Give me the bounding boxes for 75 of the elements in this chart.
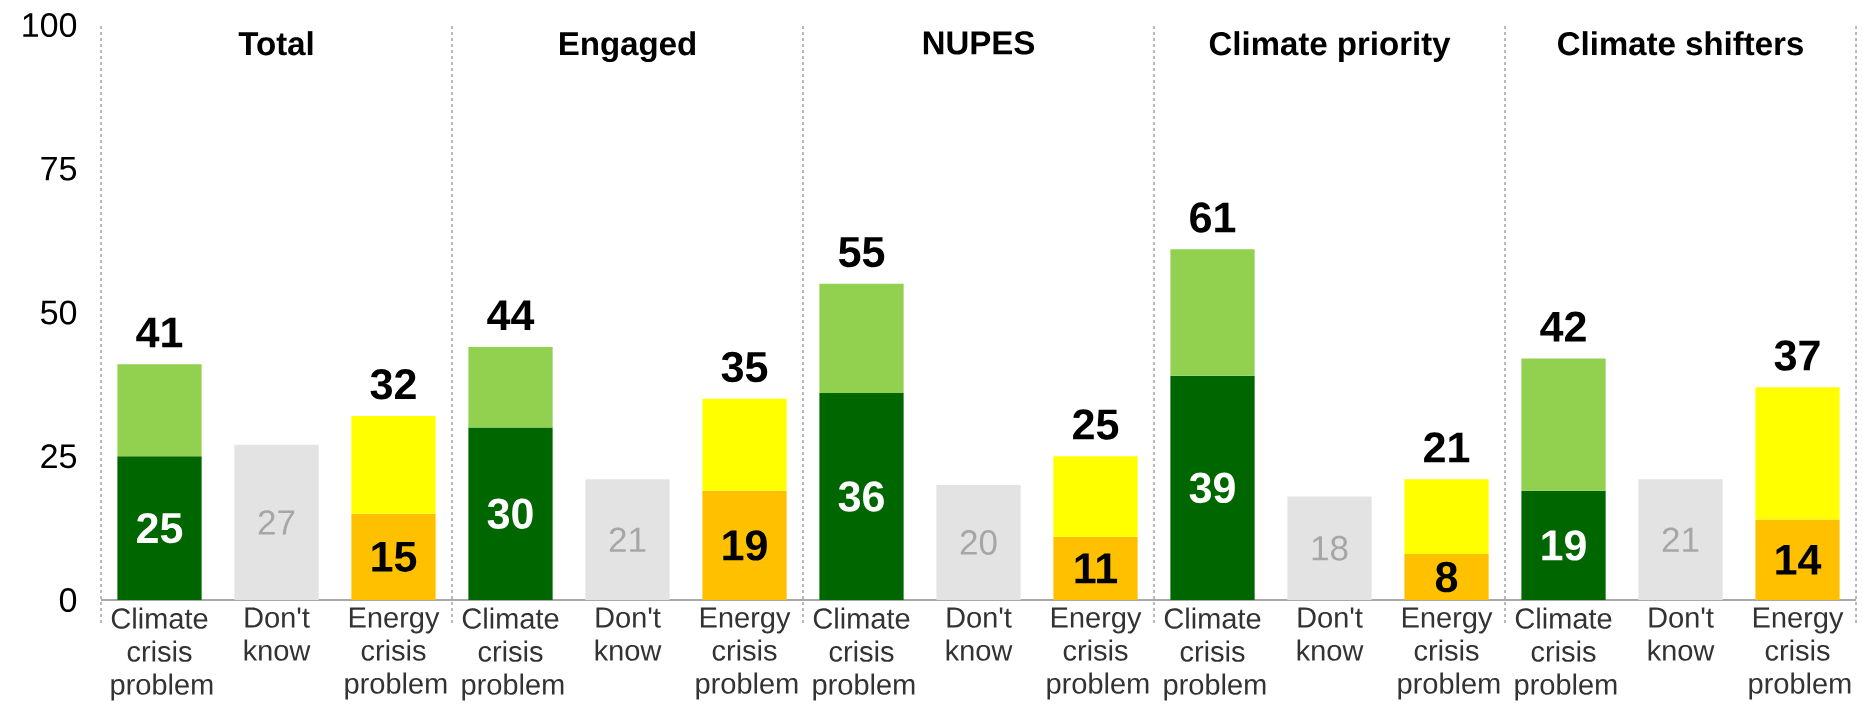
y-tick-label: 50: [41, 300, 77, 325]
y-tick-label: 0: [59, 587, 77, 613]
bar: [1404, 479, 1489, 554]
bar: [468, 347, 553, 428]
x-tick-label: Climate crisis problem: [813, 607, 915, 701]
data-label: 19: [723, 530, 767, 561]
x-tick-label: Climate crisis problem: [462, 607, 564, 701]
data-label: 25: [137, 512, 183, 544]
bar: [1755, 519, 1840, 600]
x-tick-label: Energy crisis problem: [1749, 607, 1851, 700]
bar: [1053, 536, 1138, 600]
x-tick-label: Energy crisis problem: [1047, 607, 1149, 700]
bar: [1053, 456, 1138, 537]
bar: [117, 364, 202, 457]
chart-title: Climate priority: [1209, 31, 1451, 62]
x-tick-label: Don't know: [1648, 607, 1715, 661]
data-label: 21: [1662, 527, 1699, 552]
data-label: 36: [838, 481, 884, 512]
y-tick-label: 25: [41, 444, 77, 469]
bar: [1521, 358, 1606, 491]
total-label: 42: [1540, 311, 1586, 342]
bar: [1521, 490, 1606, 600]
total-label: 44: [487, 300, 535, 330]
total-label: 21: [1424, 432, 1470, 463]
x-tick-label: Don't know: [946, 607, 1013, 661]
bar: [1404, 554, 1489, 600]
y-tick-label: 75: [41, 156, 77, 181]
data-label: 27: [258, 510, 295, 535]
total-label: 35: [721, 351, 768, 383]
x-tick-label: Energy crisis problem: [345, 607, 447, 700]
data-label: 39: [1189, 472, 1235, 504]
bar: [819, 393, 904, 600]
bar: [1638, 479, 1723, 600]
total-label: 61: [1190, 202, 1236, 233]
bar: [702, 490, 787, 600]
x-tick-label: Energy crisis problem: [696, 607, 798, 700]
x-tick-label: Climate crisis problem: [111, 607, 213, 701]
bar: [117, 456, 202, 600]
total-label: 32: [370, 368, 416, 400]
data-label: 30: [487, 498, 533, 530]
data-label: 11: [1075, 553, 1118, 584]
bar: [936, 485, 1021, 600]
bar: [702, 398, 787, 491]
data-label: 20: [960, 530, 997, 555]
data-label: 8: [1435, 561, 1458, 593]
x-tick-label: Don't know: [1297, 607, 1364, 661]
chart-title: Engaged: [560, 31, 696, 63]
bar: [585, 479, 670, 600]
x-tick-label: Climate crisis problem: [1515, 607, 1617, 701]
bar: [1170, 249, 1255, 376]
bar: [819, 283, 904, 393]
total-label: 41: [136, 317, 183, 348]
chart-title: NUPES: [923, 31, 1035, 55]
x-tick-label: Energy crisis problem: [1398, 607, 1500, 700]
chart-title: Climate shifters: [1558, 31, 1803, 56]
chart-title: Total: [238, 31, 313, 56]
data-label: 21: [609, 527, 646, 552]
bar: [351, 416, 436, 514]
bar: [1170, 375, 1255, 600]
data-label: 15: [372, 541, 417, 572]
x-tick-label: Don't know: [595, 607, 662, 661]
total-label: 25: [1073, 409, 1119, 440]
total-label: 55: [838, 237, 885, 268]
x-tick-label: Climate crisis problem: [1164, 607, 1266, 701]
x-tick-label: Don't know: [244, 607, 311, 661]
data-label: 14: [1776, 544, 1822, 575]
data-label: 18: [1312, 535, 1348, 561]
data-label: 19: [1542, 530, 1586, 561]
y-tick-label: 100: [23, 12, 77, 38]
bar: [1755, 387, 1840, 520]
bar: [351, 513, 436, 600]
bar: [234, 444, 319, 600]
bar: [1287, 496, 1372, 600]
bar: [468, 427, 553, 600]
total-label: 37: [1774, 340, 1820, 371]
